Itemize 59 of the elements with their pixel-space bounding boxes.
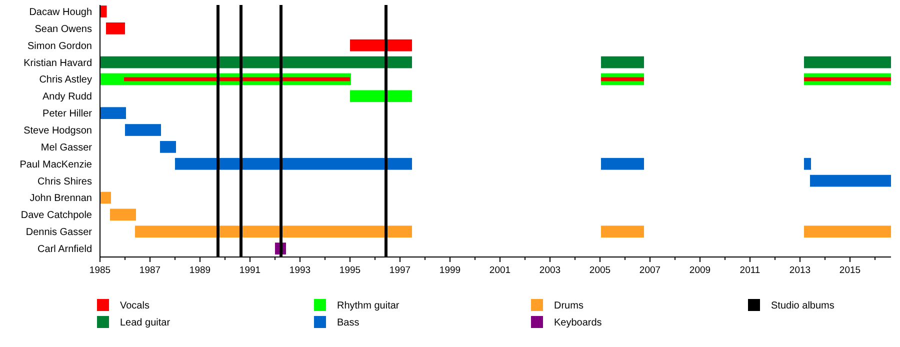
bar: [601, 158, 644, 170]
y-tick-label: Peter Hiller: [42, 108, 93, 120]
bar: [100, 56, 412, 68]
bar: [110, 208, 136, 221]
y-tick-label: Mel Gasser: [40, 142, 93, 154]
bar: [100, 107, 126, 119]
bar: [601, 56, 644, 68]
bar: [810, 174, 891, 187]
x-tick-label: 1999: [439, 265, 461, 276]
y-tick-label: Simon Gordon: [28, 40, 92, 52]
x-tick-label: 1989: [189, 265, 211, 276]
bar: [125, 124, 161, 136]
y-tick-label: Sean Owens: [34, 24, 92, 35]
x-tick-label: 1985: [89, 265, 111, 276]
y-tick-label: Paul MacKenzie: [20, 159, 92, 170]
x-tick-label: 1995: [339, 265, 361, 276]
x-tick-label: 2015: [839, 265, 861, 276]
y-tick-label: Chris Shires: [38, 176, 92, 188]
y-tick-label: Chris Astley: [39, 74, 92, 86]
legend-label: Studio albums: [771, 300, 834, 312]
x-tick-label: 1987: [139, 265, 161, 276]
bar: [804, 77, 891, 82]
bar: [804, 158, 811, 170]
bar: [175, 158, 412, 170]
y-tick-label: Dacaw Hough: [29, 6, 92, 18]
y-tick-label: Dave Catchpole: [20, 210, 92, 222]
y-tick-label: John Brennan: [30, 193, 92, 204]
x-tick-label: 1991: [239, 265, 261, 276]
x-tick-label: 2011: [740, 265, 760, 276]
bar: [601, 226, 644, 238]
x-tick-label: 1993: [289, 265, 311, 276]
x-tick-label: 1997: [389, 265, 411, 276]
x-tick-label: 2005: [589, 265, 611, 276]
bar: [350, 90, 412, 102]
legend-label: Rhythm guitar: [337, 300, 400, 312]
bar: [804, 56, 891, 68]
y-tick-label: Andy Rudd: [42, 92, 92, 103]
x-tick-label: 2003: [539, 265, 561, 276]
bar: [350, 39, 412, 52]
bar: [106, 22, 125, 34]
bar: [135, 226, 412, 238]
legend-label: Lead guitar: [120, 318, 171, 328]
y-tick-label: Steve Hodgson: [24, 126, 92, 136]
legend-label: Drums: [554, 300, 584, 312]
legend-label: Vocals: [120, 300, 150, 312]
x-tick-label: 2013: [789, 265, 811, 276]
x-tick-label: 2007: [639, 265, 661, 276]
legend-label: Bass: [337, 318, 360, 328]
bar: [100, 6, 107, 18]
y-tick-label: Kristian Havard: [24, 58, 92, 69]
bar: [804, 226, 891, 238]
bar: [160, 141, 176, 153]
legend-label: Keyboards: [554, 318, 602, 328]
x-tick-label: 2009: [689, 265, 711, 276]
bar: [100, 192, 111, 204]
bar: [601, 77, 644, 82]
x-tick-label: 2001: [489, 265, 511, 276]
y-tick-label: Dennis Gasser: [26, 227, 93, 238]
y-tick-label: Carl Arnfield: [38, 244, 92, 256]
